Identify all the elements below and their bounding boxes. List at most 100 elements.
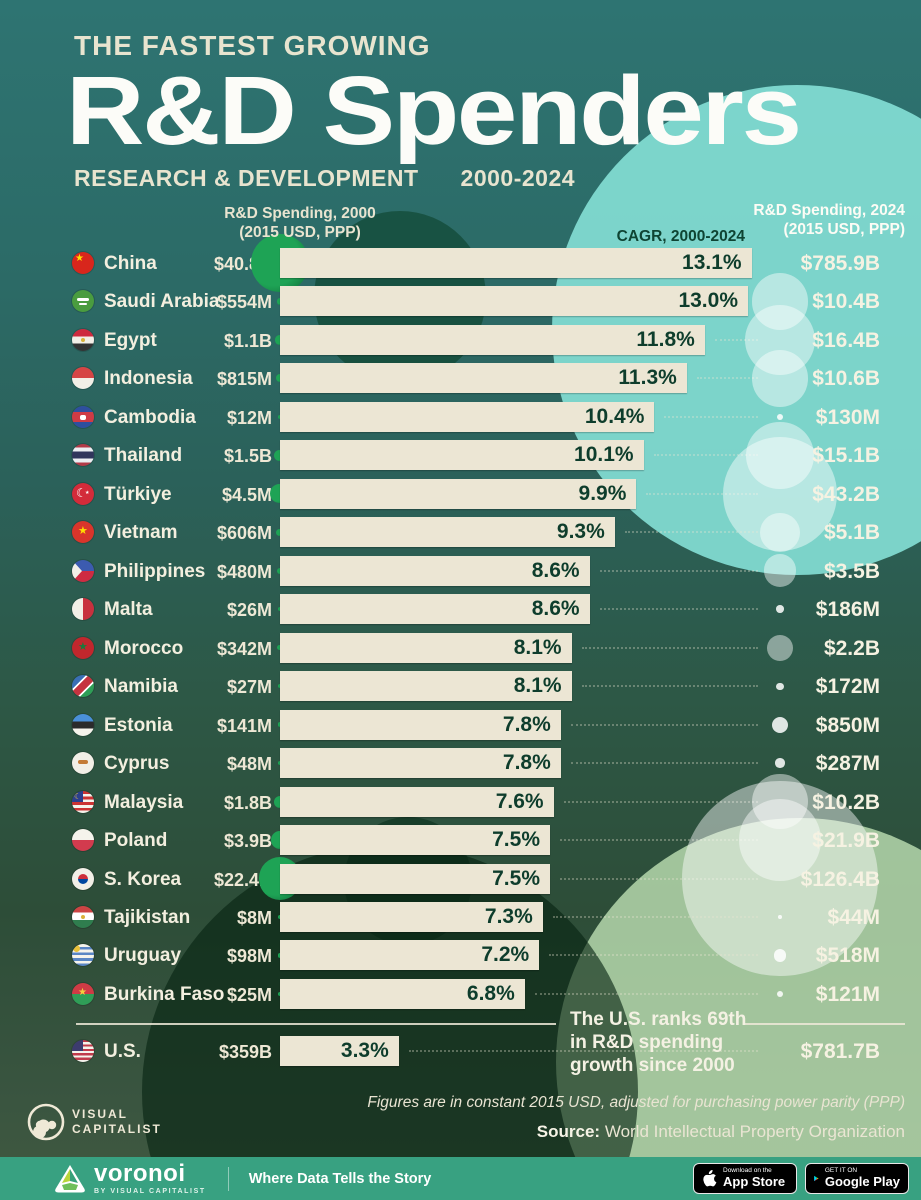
country-label: Malta: [104, 599, 153, 621]
app-store-badge-line1: Download on the: [723, 1167, 772, 1175]
row-tajikistan: Tajikistan $8M 7.3% $44M: [0, 898, 921, 936]
google-play-badge-line2: Google Play: [824, 1174, 900, 1190]
row-china: ★ China $40.8B 13.1% $785.9B: [0, 234, 921, 292]
spend-2024-value: $126.4B: [800, 867, 880, 891]
cagr-bar: [280, 1036, 399, 1066]
spend-2000-value: $4.5M: [221, 484, 272, 505]
methodology-note: Figures are in constant 2015 USD, adjust…: [367, 1094, 905, 1111]
column-header-2024: R&D Spending, 2024 (2015 USD, PPP): [753, 202, 905, 238]
cagr-value: 13.1%: [682, 251, 742, 274]
country-label: Malaysia: [104, 791, 184, 813]
spend-2024-value: $10.2B: [812, 790, 880, 814]
column-header-cagr: CAGR, 2000-2024: [616, 228, 745, 245]
spend-2024-value: $5.1B: [823, 521, 880, 545]
row-u-s: U.S. $359B 3.3% $781.7B: [0, 1032, 921, 1070]
cagr-bar: [280, 671, 572, 702]
leader-line: [549, 954, 758, 957]
leader-line: [563, 800, 758, 803]
cagr-value: 7.5%: [492, 866, 540, 890]
flag-malta-icon: [72, 598, 94, 621]
cagr-value: 6.8%: [466, 981, 515, 1005]
spend-2024-bubble: [776, 990, 784, 997]
flag-indonesia-icon: [72, 367, 94, 390]
leader-line: [624, 531, 758, 534]
cagr-bar: [280, 517, 615, 548]
country-label: Vietnam: [104, 522, 178, 544]
country-label: Tajikistan: [104, 906, 191, 928]
spend-2000-value: $554M: [216, 292, 272, 313]
spend-2000-value: $1.8B: [223, 792, 272, 813]
spend-2024-value: $3.5B: [823, 559, 880, 583]
vc-wordmark-line2: CAPITALIST: [72, 1122, 162, 1136]
app-store-badge[interactable]: Download on the App Store: [693, 1163, 797, 1194]
google-play-badge-line1: GET IT ON: [824, 1167, 858, 1175]
spend-2000-value: $27M: [226, 677, 272, 698]
leader-line: [653, 454, 758, 457]
footer-divider: [227, 1166, 229, 1191]
country-label: Estonia: [104, 714, 173, 736]
spend-2000-value: $1.5B: [223, 446, 272, 467]
row-s-korea: S. Korea $22.4B 7.5% $126.4B: [0, 780, 921, 977]
spend-2024-bubble: [739, 799, 821, 881]
spend-2024-value: $785.9B: [800, 252, 880, 275]
row-thailand: Thailand $1.5B 10.1% $15.1B: [0, 421, 921, 490]
spend-2024-value: $172M: [815, 675, 880, 699]
spend-2000-bubble: [277, 991, 283, 997]
flag-morocco-icon: ★: [72, 636, 94, 659]
country-label: Saudi Arabia: [104, 291, 220, 313]
spend-2000-value: $25M: [226, 984, 272, 1005]
spend-2000-value: $815M: [216, 369, 272, 390]
spend-2000-bubble: [277, 953, 283, 958]
spend-2024-bubble: [760, 512, 800, 552]
spend-2024-bubble: [722, 436, 838, 551]
cagr-value: 9.3%: [556, 520, 605, 544]
leader-line: [560, 839, 758, 842]
spend-2000-value: $141M: [216, 715, 272, 736]
flag-cambodia-icon: [72, 405, 94, 428]
country-label: Namibia: [104, 676, 178, 698]
spend-2000-bubble: [275, 335, 285, 345]
flag-uruguay-icon: [72, 944, 94, 967]
subtitle-row: RESEARCH & DEVELOPMENT 2000-2024: [74, 165, 575, 192]
spend-2024-bubble: [776, 682, 784, 690]
cagr-value: 8.1%: [513, 635, 562, 659]
page-title: R&D Spenders: [66, 56, 802, 165]
spend-2000-bubble: [277, 683, 283, 689]
row-cambodia: Cambodia $12M 10.4% $130M: [0, 398, 921, 436]
country-label: Poland: [104, 830, 168, 852]
row-malta: Malta $26M 8.6% $186M: [0, 590, 921, 628]
spend-2024-bubble: [752, 773, 808, 830]
flag-s-korea-icon: [72, 867, 94, 890]
cagr-bar: [280, 401, 655, 432]
spend-2000-bubble: [274, 449, 286, 461]
spend-2000-value: $606M: [216, 523, 272, 544]
google-play-badge[interactable]: GET IT ON Google Play: [805, 1163, 909, 1194]
row-cyprus: Cyprus $48M 7.8% $287M: [0, 744, 921, 782]
country-label: China: [104, 253, 157, 274]
spend-2000-bubble: [275, 374, 285, 383]
spend-2000-bubble: [277, 914, 283, 920]
cagr-value: 7.3%: [484, 904, 533, 928]
spend-2024-bubble: [682, 780, 878, 977]
spend-2024-value: $121M: [815, 982, 880, 1006]
country-label: Philippines: [104, 560, 206, 582]
spend-2000-bubble: [277, 722, 283, 727]
cagr-bar: [280, 555, 590, 586]
row-morocco: ★ Morocco $342M 8.1% $2.2B: [0, 629, 921, 667]
flag-tajikistan-icon: [72, 905, 94, 928]
spend-2024-bubble: [751, 273, 809, 330]
cagr-value: 8.6%: [531, 597, 580, 621]
spend-2000-bubble: [276, 528, 284, 536]
spend-2024-value: $2.2B: [823, 636, 880, 660]
spend-2024-value: $44M: [827, 905, 880, 929]
leader-line: [581, 646, 758, 649]
flag-estonia-icon: [72, 713, 94, 736]
divider-line-right: [745, 1023, 905, 1025]
flag-egypt-icon: [72, 328, 94, 351]
column-header-2000: R&D Spending, 2000 (2015 USD, PPP): [224, 205, 376, 241]
flag-us-icon: [72, 1040, 94, 1062]
flag-poland-icon: [72, 829, 94, 852]
row-egypt: Egypt $1.1B 11.8% $16.4B: [0, 304, 921, 376]
google-play-icon: [814, 1175, 819, 1182]
apple-icon: [703, 1169, 717, 1186]
